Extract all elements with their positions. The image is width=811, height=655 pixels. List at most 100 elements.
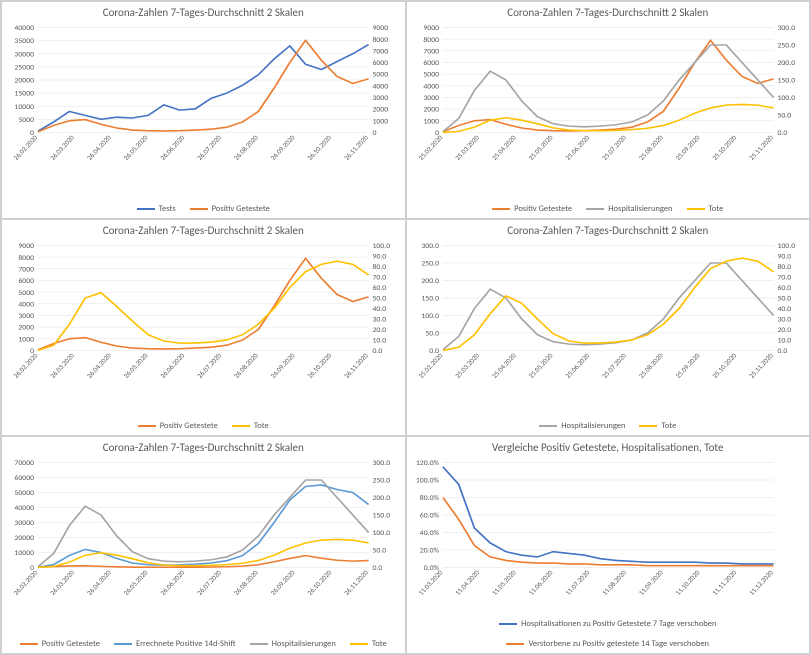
svg-text:25.05.2020: 25.05.2020 — [526, 133, 555, 162]
svg-text:11.11.2020: 11.11.2020 — [709, 568, 738, 597]
svg-text:26.10.2020: 26.10.2020 — [305, 133, 334, 162]
svg-text:1000: 1000 — [18, 334, 34, 343]
svg-text:25.03.2020: 25.03.2020 — [452, 351, 481, 380]
svg-text:26.05.2020: 26.05.2020 — [121, 133, 150, 162]
svg-text:8000: 8000 — [423, 35, 439, 44]
legend-swatch — [114, 643, 132, 645]
legend-swatch — [20, 643, 38, 645]
svg-text:0: 0 — [372, 128, 376, 137]
chart-plot-area: 0.0%20.0%40.0%60.0%80.0%100.0%120.0%11.0… — [441, 459, 776, 601]
svg-text:30.0: 30.0 — [372, 315, 386, 324]
svg-text:0.0: 0.0 — [777, 128, 787, 137]
legend-swatch — [687, 208, 705, 210]
svg-text:1000: 1000 — [372, 117, 388, 126]
svg-text:5000: 5000 — [18, 115, 34, 124]
svg-text:70000: 70000 — [14, 459, 34, 468]
series-line — [442, 258, 773, 350]
svg-text:5000: 5000 — [372, 70, 388, 79]
svg-text:2000: 2000 — [423, 105, 439, 114]
svg-text:150.0: 150.0 — [421, 294, 439, 303]
svg-text:25.08.2020: 25.08.2020 — [636, 351, 665, 380]
chart-title: Corona-Zahlen 7-Tages-Durchschnitt 2 Ska… — [2, 437, 405, 456]
legend-item: Positiv Getestete — [492, 204, 572, 214]
legend-item: Tote — [687, 204, 724, 214]
svg-text:8000: 8000 — [372, 35, 388, 44]
svg-text:26.02.2020: 26.02.2020 — [11, 133, 40, 162]
legend-swatch — [492, 208, 510, 210]
svg-text:6000: 6000 — [18, 276, 34, 285]
svg-text:80.0: 80.0 — [777, 262, 791, 271]
svg-text:60000: 60000 — [14, 474, 34, 483]
legend-label: Positiv Getestete — [160, 421, 218, 431]
svg-text:40000: 40000 — [14, 24, 34, 33]
svg-text:35000: 35000 — [14, 37, 34, 46]
svg-text:3000: 3000 — [372, 93, 388, 102]
chart-plot-area: 01000200030004000500060007000800090000.0… — [36, 242, 371, 384]
chart-panel-c1: Corona-Zahlen 7-Tages-Durchschnitt 2 Ska… — [1, 1, 406, 219]
svg-text:26.06.2020: 26.06.2020 — [158, 133, 187, 162]
svg-text:11.09.2020: 11.09.2020 — [636, 568, 665, 597]
svg-text:10000: 10000 — [14, 102, 34, 111]
svg-text:25.10.2020: 25.10.2020 — [709, 351, 738, 380]
legend-item: Hospitalisierungen — [539, 421, 625, 431]
svg-text:5000: 5000 — [18, 288, 34, 297]
svg-text:120.0%: 120.0% — [415, 459, 439, 468]
chart-title: Corona-Zahlen 7-Tages-Durchschnitt 2 Ska… — [407, 2, 810, 21]
legend-item: Positiv Getestete — [138, 421, 218, 431]
svg-text:100.0: 100.0 — [421, 311, 439, 320]
svg-text:11.10.2020: 11.10.2020 — [673, 568, 702, 597]
chart-title: Corona-Zahlen 7-Tages-Durchschnitt 2 Ska… — [2, 220, 405, 239]
svg-text:25.04.2020: 25.04.2020 — [489, 351, 518, 380]
svg-text:60.0: 60.0 — [372, 283, 386, 292]
svg-text:60.0: 60.0 — [777, 283, 791, 292]
chart-panel-c3: Corona-Zahlen 7-Tages-Durchschnitt 2 Ska… — [1, 219, 406, 437]
svg-text:11.08.2020: 11.08.2020 — [599, 568, 628, 597]
chart-title: Vergleiche Positiv Getestete, Hospitalis… — [407, 437, 810, 456]
svg-text:26.07.2020: 26.07.2020 — [195, 351, 224, 380]
svg-text:150.0: 150.0 — [777, 76, 795, 85]
series-line — [442, 263, 773, 350]
svg-text:7000: 7000 — [423, 47, 439, 56]
svg-text:250.0: 250.0 — [372, 476, 390, 485]
svg-text:26.06.2020: 26.06.2020 — [158, 568, 187, 597]
chart-panel-c5: Corona-Zahlen 7-Tages-Durchschnitt 2 Ska… — [1, 436, 406, 654]
svg-text:8000: 8000 — [18, 253, 34, 262]
svg-text:4000: 4000 — [372, 82, 388, 91]
svg-text:26.04.2020: 26.04.2020 — [84, 568, 113, 597]
legend-swatch — [137, 208, 155, 210]
svg-text:100.0: 100.0 — [777, 93, 795, 102]
legend-swatch — [639, 425, 657, 427]
legend-item: Positiv Getestete — [20, 639, 100, 649]
svg-text:0.0: 0.0 — [372, 564, 382, 573]
svg-text:26.03.2020: 26.03.2020 — [48, 133, 77, 162]
legend-label: Tote — [661, 421, 676, 431]
svg-text:80.0: 80.0 — [372, 262, 386, 271]
chart-legend: Positiv Getestete Errechnete Positive 14d… — [2, 639, 405, 649]
svg-text:250.0: 250.0 — [777, 41, 795, 50]
svg-text:60.0%: 60.0% — [419, 511, 439, 520]
series-line — [442, 467, 773, 564]
svg-text:11.12.2020: 11.12.2020 — [746, 568, 775, 597]
svg-text:25.03.2020: 25.03.2020 — [452, 133, 481, 162]
svg-text:26.10.2020: 26.10.2020 — [305, 351, 334, 380]
svg-text:30000: 30000 — [14, 50, 34, 59]
svg-text:9000: 9000 — [423, 24, 439, 33]
svg-text:50000: 50000 — [14, 489, 34, 498]
chart-legend: Positiv GetesteteTote — [2, 421, 405, 431]
svg-text:50.0: 50.0 — [372, 294, 386, 303]
chart-grid: Corona-Zahlen 7-Tages-Durchschnitt 2 Ska… — [0, 0, 811, 655]
svg-text:25.10.2020: 25.10.2020 — [709, 133, 738, 162]
chart-plot-area: 0.050.0100.0150.0200.0250.0300.00.010.02… — [441, 242, 776, 384]
series-line — [38, 258, 369, 349]
chart-legend: Hospitalisationen zu Positiv Getestete 7… — [407, 619, 810, 649]
svg-text:26.02.2020: 26.02.2020 — [11, 568, 40, 597]
svg-text:26.03.2020: 26.03.2020 — [48, 351, 77, 380]
legend-label: Errechnete Positive 14d-Shift — [136, 639, 236, 649]
legend-label: Tests — [159, 204, 176, 214]
svg-text:300.0: 300.0 — [372, 459, 390, 468]
svg-text:25.04.2020: 25.04.2020 — [489, 133, 518, 162]
svg-text:26.08.2020: 26.08.2020 — [231, 133, 260, 162]
legend-item: Errechnete Positive 14d-Shift — [114, 639, 236, 649]
svg-text:40000: 40000 — [14, 504, 34, 513]
chart-title: Corona-Zahlen 7-Tages-Durchschnitt 2 Ska… — [2, 2, 405, 21]
